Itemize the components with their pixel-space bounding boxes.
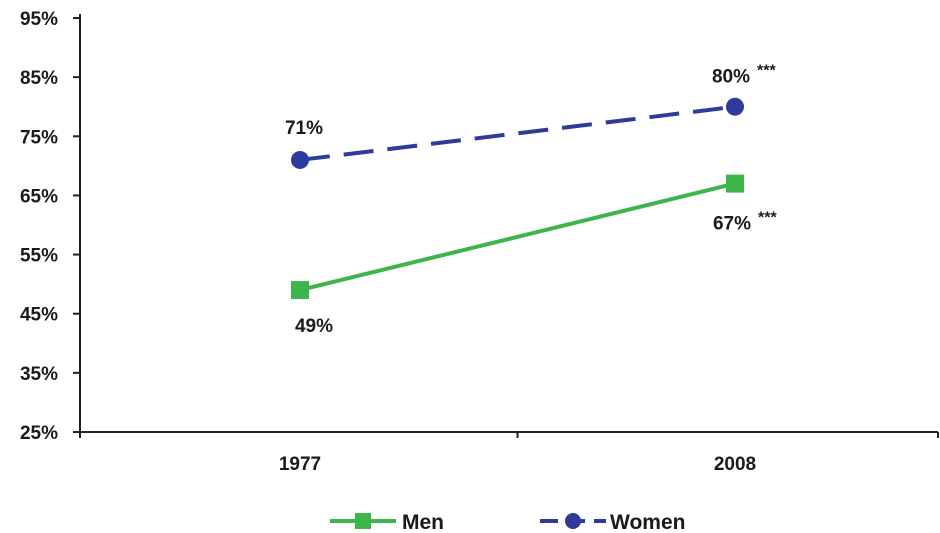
data-label-men: 49% <box>295 316 333 337</box>
legend-marker <box>355 513 371 529</box>
series-layer: 49% 67% *** 71% 80% *** <box>285 63 777 337</box>
legend-marker <box>565 513 581 529</box>
y-tick-label: 95% <box>20 9 58 30</box>
x-tick-label: 1977 <box>279 454 321 475</box>
data-point-men <box>291 281 309 299</box>
data-label-men: 67% <box>713 214 751 235</box>
y-tick-label: 75% <box>20 127 58 148</box>
data-point-women <box>726 98 744 116</box>
axes <box>80 14 938 432</box>
legend-item-women: Women <box>540 511 685 533</box>
significance-label: *** <box>757 63 776 80</box>
data-label-women: 71% <box>285 118 323 139</box>
x-tick-label: 2008 <box>714 454 756 475</box>
y-tick-label: 25% <box>20 423 58 444</box>
series-line-women <box>300 107 735 160</box>
legend-label: Women <box>610 511 685 533</box>
significance-label: *** <box>758 210 777 227</box>
x-axis-ticks: 1977 2008 <box>80 432 938 475</box>
series-line-men <box>300 184 735 290</box>
data-label-women: 80% <box>712 67 750 88</box>
y-tick-label: 45% <box>20 305 58 326</box>
y-tick-label: 65% <box>20 186 58 207</box>
y-axis-ticks: 25% 35% 45% 55% 65% 75% 85% 95% <box>20 9 80 444</box>
legend: Men Women <box>330 511 685 533</box>
data-point-women <box>291 151 309 169</box>
y-tick-label: 85% <box>20 68 58 89</box>
legend-label: Men <box>402 511 444 533</box>
series-men: 49% 67% *** <box>291 175 777 337</box>
y-tick-label: 35% <box>20 364 58 385</box>
series-women: 71% 80% *** <box>285 63 776 169</box>
y-tick-label: 55% <box>20 246 58 267</box>
legend-item-men: Men <box>330 511 444 533</box>
data-point-men <box>726 175 744 193</box>
